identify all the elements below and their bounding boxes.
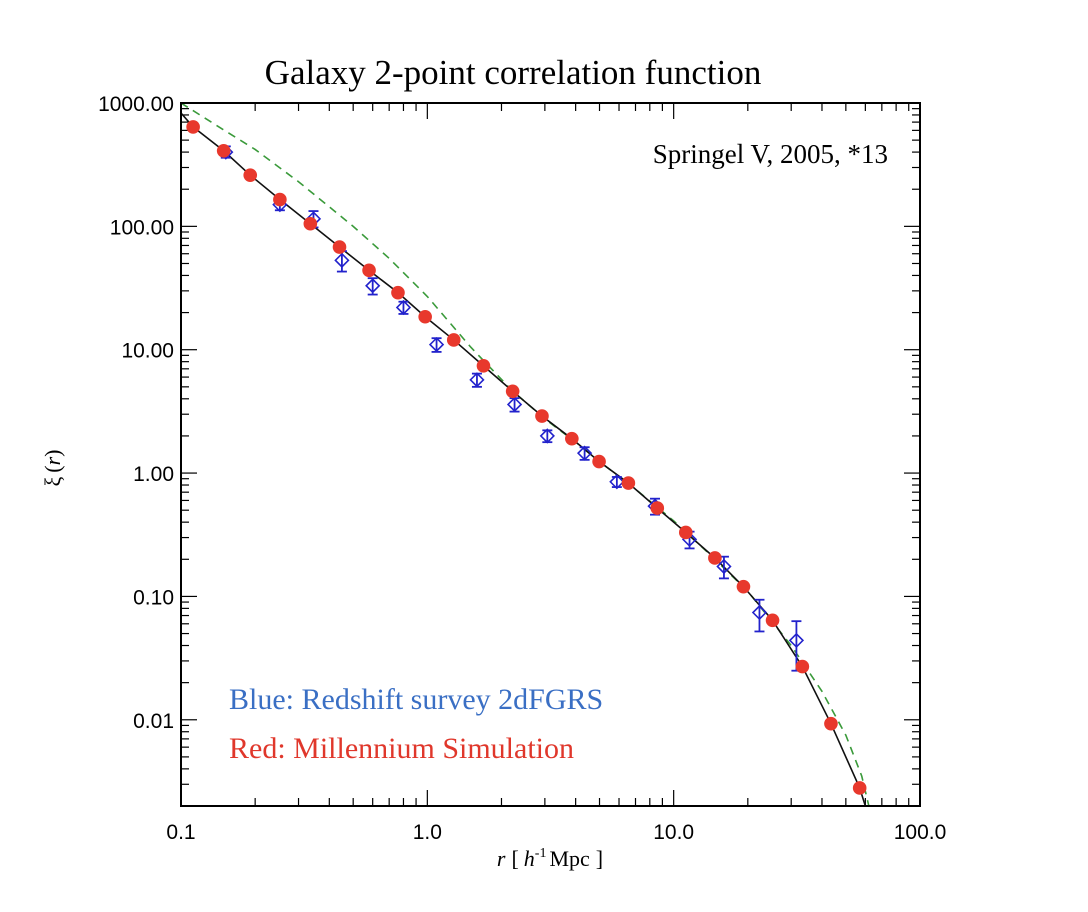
y-tick-label: 0.10: [133, 586, 174, 609]
simulation-point: [621, 476, 636, 490]
y-label-open-paren: (: [40, 465, 65, 472]
chart-annotation: Springel V, 2005, *13: [653, 139, 888, 169]
y-tick-label: 1.00: [133, 463, 174, 486]
simulation-point: [505, 384, 520, 399]
x-label-superscript: -1: [535, 846, 547, 861]
x-label-unit: Mpc: [549, 846, 590, 871]
simulation-point: [362, 263, 376, 278]
survey-point: [428, 336, 445, 353]
survey-point: [334, 252, 350, 268]
survey-point: [751, 604, 768, 621]
simulation-point: [678, 525, 693, 540]
x-tick-label: 100.0: [894, 821, 947, 844]
x-label-r: r: [497, 846, 506, 871]
axis-ticks: [180, 102, 920, 807]
simulation-point: [303, 216, 318, 231]
survey-point: [716, 558, 732, 575]
x-label-close-bracket: ]: [596, 846, 603, 871]
simulation-point: [332, 240, 347, 254]
y-tick-label: 1000.00: [98, 93, 174, 116]
x-label-open-bracket: [: [511, 846, 518, 871]
y-tick-label: 10.00: [121, 340, 174, 363]
simulation-point: [795, 659, 810, 674]
simulation-point: [418, 309, 432, 324]
x-label-h: h: [524, 846, 535, 871]
simulation-point: [216, 143, 231, 158]
survey-point: [469, 372, 485, 388]
survey-point: [788, 632, 805, 649]
survey-point: [576, 445, 593, 461]
x-tick-label: 0.1: [166, 821, 195, 844]
simulation-point: [592, 454, 606, 469]
legend-entry-red: Red: Millennium Simulation: [229, 732, 574, 765]
x-tick-label: 1.0: [413, 821, 442, 844]
simulation-point: [708, 551, 722, 565]
survey-point: [506, 396, 523, 413]
simulation-point: [535, 409, 549, 423]
simulation-point: [243, 168, 258, 182]
simulation-point: [391, 285, 405, 300]
survey-point: [539, 428, 555, 444]
simulation-point: [273, 192, 287, 207]
x-axis-label: r[h-1 Mpc]: [497, 846, 603, 871]
legend-entry-blue: Blue: Redshift survey 2dFGRS: [229, 683, 603, 716]
chart-title: Galaxy 2-point correlation function: [265, 53, 762, 92]
survey-point: [395, 299, 412, 316]
simulation-point: [446, 333, 461, 347]
y-tick-label: 100.00: [110, 216, 174, 239]
y-axis-label: ξ (r): [40, 449, 65, 486]
plot-frame: [180, 102, 921, 807]
simulation-point: [852, 781, 867, 795]
simulation-point: [824, 716, 838, 731]
simulation-point: [736, 579, 751, 594]
survey-point: [609, 474, 625, 490]
simulation-point: [186, 120, 200, 134]
x-tick-label: 10.0: [653, 821, 694, 844]
simulation-point: [476, 359, 491, 373]
y-tick-label: 0.01: [133, 710, 174, 733]
simulation-point: [765, 613, 780, 628]
survey-point: [365, 278, 381, 294]
y-tick-labels: 1000.00 100.00 10.00 1.00 0.10 0.01: [98, 93, 174, 733]
y-label-xi: ξ: [40, 477, 65, 487]
markers: [186, 120, 867, 795]
y-label-r: r: [40, 456, 65, 465]
simulation-point: [565, 431, 579, 446]
x-tick-labels: 0.1 1.0 10.0 100.0: [166, 821, 946, 844]
simulation-point: [650, 501, 665, 515]
y-label-close-paren: ): [40, 449, 65, 456]
